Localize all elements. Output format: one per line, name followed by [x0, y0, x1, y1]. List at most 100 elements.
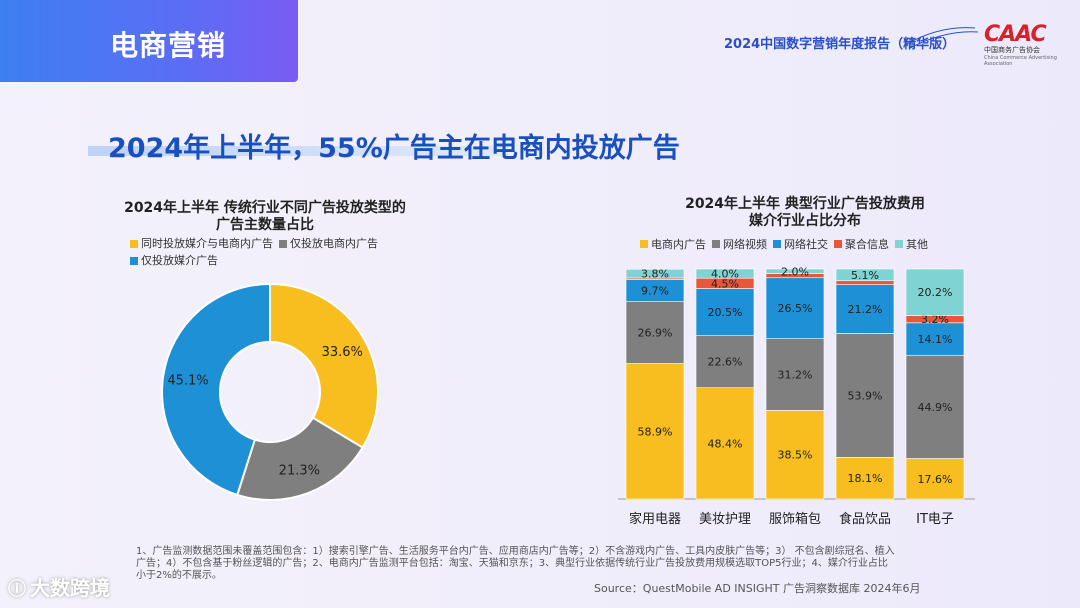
- swoosh-decoration: [904, 27, 979, 49]
- bar-value-label: 9.7%: [641, 285, 669, 298]
- bar-value-label: 20.2%: [918, 286, 953, 299]
- logo-mark: CAAC: [984, 22, 1047, 47]
- legend-label: 仅投放电商内广告: [290, 237, 378, 250]
- bar-segment: [765, 268, 825, 274]
- legend-label: 聚合信息: [845, 238, 889, 251]
- bar-value-label: 44.9%: [918, 401, 953, 414]
- donut-legend: 同时投放媒介与电商内广告 仅投放电商内广告仅投放媒介广告: [130, 236, 420, 270]
- bar-value-label: 17.6%: [918, 473, 953, 486]
- legend-label: 网络视频: [723, 238, 767, 251]
- bar-segment: [625, 268, 685, 279]
- donut-slice: [236, 416, 364, 501]
- bar-value-label: 3.2%: [921, 313, 949, 326]
- legend-item: 其他: [895, 236, 928, 252]
- donut-title-line-1: 2024年上半年 传统行业不同广告投放类型的: [124, 200, 406, 216]
- legend-swatch: [712, 240, 720, 248]
- legend-swatch: [834, 240, 842, 248]
- legend-label: 网络社交: [784, 238, 828, 251]
- bar-legend: 电商内广告 网络视频 网络社交 聚合信息 其他: [640, 236, 1000, 252]
- bar-segment: [905, 322, 965, 356]
- bar-value-label: 20.5%: [708, 306, 743, 319]
- bar-value-label: 26.5%: [778, 302, 813, 315]
- bar-segment: [625, 301, 685, 364]
- bar-title-line-1: 2024年上半年 典型行业广告投放费用: [685, 196, 925, 212]
- category-tick-label: 食品饮品: [839, 511, 891, 527]
- bar-value-label: 38.5%: [778, 449, 813, 462]
- bar-value-label: 2.0%: [781, 265, 809, 278]
- bar-segment: [765, 338, 825, 411]
- section-tab-label: 电商营销: [110, 29, 227, 62]
- legend-swatch: [640, 240, 648, 248]
- category-tick-label: 美妆护理: [699, 512, 751, 527]
- donut-slice: [161, 282, 271, 497]
- bar-segment: [625, 363, 685, 500]
- watermark-icon: ⓘ: [8, 579, 26, 600]
- category-tick-label: IT电子: [916, 512, 954, 527]
- section-tab: 电商营销: [0, 0, 298, 82]
- bar-segment: [835, 457, 895, 500]
- bar-value-label: 31.2%: [778, 369, 813, 382]
- bar-value-label: 4.0%: [711, 268, 739, 281]
- bar-chart-title: 2024年上半年 典型行业广告投放费用 媒介行业占比分布: [640, 196, 970, 230]
- source-note: Source：QuestMobile AD INSIGHT 广告洞察数据库 20…: [594, 582, 921, 595]
- donut-title-line-2: 广告主数量占比: [216, 217, 314, 233]
- legend-swatch: [130, 257, 138, 265]
- legend-label: 其他: [906, 238, 928, 251]
- bar-segment: [695, 335, 755, 388]
- bar-value-label: 3.8%: [641, 268, 669, 281]
- legend-swatch: [773, 240, 781, 248]
- legend-item: 电商内广告: [640, 236, 706, 252]
- bar-value-label: 22.6%: [708, 356, 743, 369]
- legend-swatch: [279, 240, 287, 248]
- report-title: 2024中国数字营销年度报告（精华版）: [724, 37, 956, 52]
- donut-value-label: 33.6%: [322, 345, 363, 360]
- bar-value-label: 4.5%: [711, 277, 739, 290]
- bar-segment: [835, 284, 895, 334]
- logo-en-name: China Commerce Advertising Association: [984, 55, 1057, 67]
- legend-swatch: [130, 240, 138, 248]
- footnotes: 1、广告监测数据范围未覆盖范围包含：1）搜索引擎广告、生活服务平台内广告、应用商…: [136, 546, 895, 581]
- bar-segment: [835, 333, 895, 458]
- legend-label: 仅投放媒介广告: [141, 254, 218, 267]
- bar-value-label: 58.9%: [638, 425, 673, 438]
- legend-label: 同时投放媒介与电商内广告: [141, 237, 273, 250]
- bar-value-label: 26.9%: [638, 327, 673, 340]
- bar-segment: [835, 268, 895, 282]
- logo-cn-name: 中国商务广告协会: [984, 46, 1040, 54]
- headline: 2024年上半年，55%广告主在电商内投放广告: [108, 133, 680, 164]
- donut-value-label: 45.1%: [167, 373, 208, 388]
- category-tick-label: 家用电器: [629, 511, 681, 527]
- legend-item: 网络视频: [712, 236, 767, 252]
- bar-value-label: 53.9%: [848, 389, 883, 402]
- bar-segment: [765, 277, 825, 339]
- caac-logo: CAAC 中国商务广告协会 China Commerce Advertising…: [984, 22, 1060, 68]
- watermark-text: 大数跨境: [30, 576, 110, 600]
- bar-value-label: 48.4%: [708, 437, 743, 450]
- bar-segment: [905, 268, 965, 316]
- legend-item: 仅投放媒介广告: [130, 253, 218, 269]
- watermark: ⓘ 大数跨境: [8, 572, 110, 601]
- legend-item: 同时投放媒介与电商内广告: [130, 236, 273, 252]
- bar-segment: [695, 268, 755, 279]
- donut-slice: [269, 282, 379, 449]
- bar-segment: [695, 387, 755, 500]
- bar-value-label: 21.2%: [848, 303, 883, 316]
- bar-segment: [765, 410, 825, 500]
- bar-segment: [695, 288, 755, 336]
- headline-underline: [88, 146, 508, 156]
- legend-item: 聚合信息: [834, 236, 889, 252]
- bar-segment: [905, 354, 965, 459]
- bar-value-label: 5.1%: [851, 269, 879, 282]
- bar-segment: [905, 458, 965, 500]
- legend-item: 仅投放电商内广告: [279, 236, 378, 252]
- legend-label: 电商内广告: [651, 238, 706, 251]
- legend-item: 网络社交: [773, 236, 828, 252]
- donut-value-label: 21.3%: [279, 464, 320, 479]
- bar-title-line-2: 媒介行业占比分布: [749, 213, 861, 229]
- category-tick-label: 服饰箱包: [769, 511, 821, 527]
- bar-value-label: 18.1%: [848, 472, 883, 485]
- legend-swatch: [895, 240, 903, 248]
